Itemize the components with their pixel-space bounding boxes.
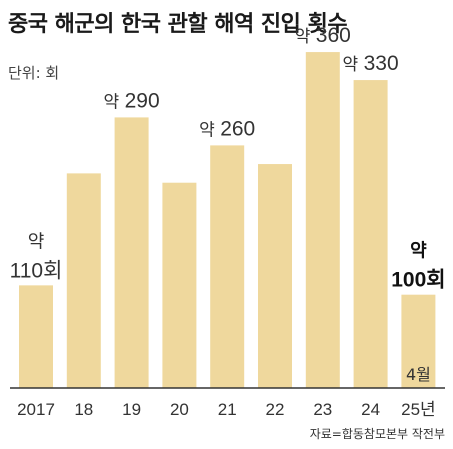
x-tick-label: 20 bbox=[170, 400, 189, 419]
data-label-value: 260 bbox=[220, 117, 255, 140]
bar-21 bbox=[210, 145, 245, 388]
data-label-value: 290 bbox=[125, 89, 160, 112]
x-tick-label: 22 bbox=[266, 400, 285, 419]
bar-18 bbox=[66, 173, 101, 388]
data-label-value: 100회 bbox=[391, 269, 445, 292]
data-label: 약 260 bbox=[199, 117, 255, 140]
chart-title: 중국 해군의 한국 관할 해역 진입 횟수 bbox=[8, 12, 348, 37]
bar-2017 bbox=[19, 285, 53, 388]
data-label: 약 330 bbox=[343, 52, 399, 75]
data-label-prefix: 약 bbox=[343, 55, 364, 75]
bar-24 bbox=[353, 80, 388, 388]
x-tick-label: 19 bbox=[122, 400, 141, 419]
data-label: 약 360 bbox=[295, 24, 351, 47]
x-tick-label: 21 bbox=[218, 400, 237, 419]
data-label-prefix: 약 bbox=[410, 240, 427, 262]
data-label-prefix: 약 bbox=[104, 92, 125, 112]
x-tick-label: 18 bbox=[74, 400, 93, 419]
x-tick-label: 2017 bbox=[17, 400, 55, 419]
data-label-value: 330 bbox=[364, 52, 399, 75]
bar-20 bbox=[162, 182, 197, 388]
x-tick-label: 24 bbox=[361, 400, 380, 419]
bar-25년 bbox=[401, 294, 436, 388]
data-label-prefix: 약 bbox=[28, 231, 45, 252]
data-label-prefix: 약 bbox=[295, 27, 316, 47]
data-label: 약 290 bbox=[104, 89, 160, 112]
source-note: 자료=합동참모본부 작전부 bbox=[309, 427, 445, 441]
unit-label: 단위: 회 bbox=[8, 64, 60, 82]
data-label-value: 360 bbox=[316, 24, 351, 47]
data-label-value: 110회 bbox=[10, 259, 63, 282]
x-tick-label: 25년 bbox=[401, 400, 436, 419]
data-label-prefix: 약 bbox=[199, 120, 220, 140]
bar-23 bbox=[305, 52, 340, 388]
bar-19 bbox=[114, 117, 149, 388]
bar-22 bbox=[258, 164, 292, 388]
bar-annotation: 4월 bbox=[406, 365, 431, 384]
x-tick-label: 23 bbox=[313, 400, 332, 419]
